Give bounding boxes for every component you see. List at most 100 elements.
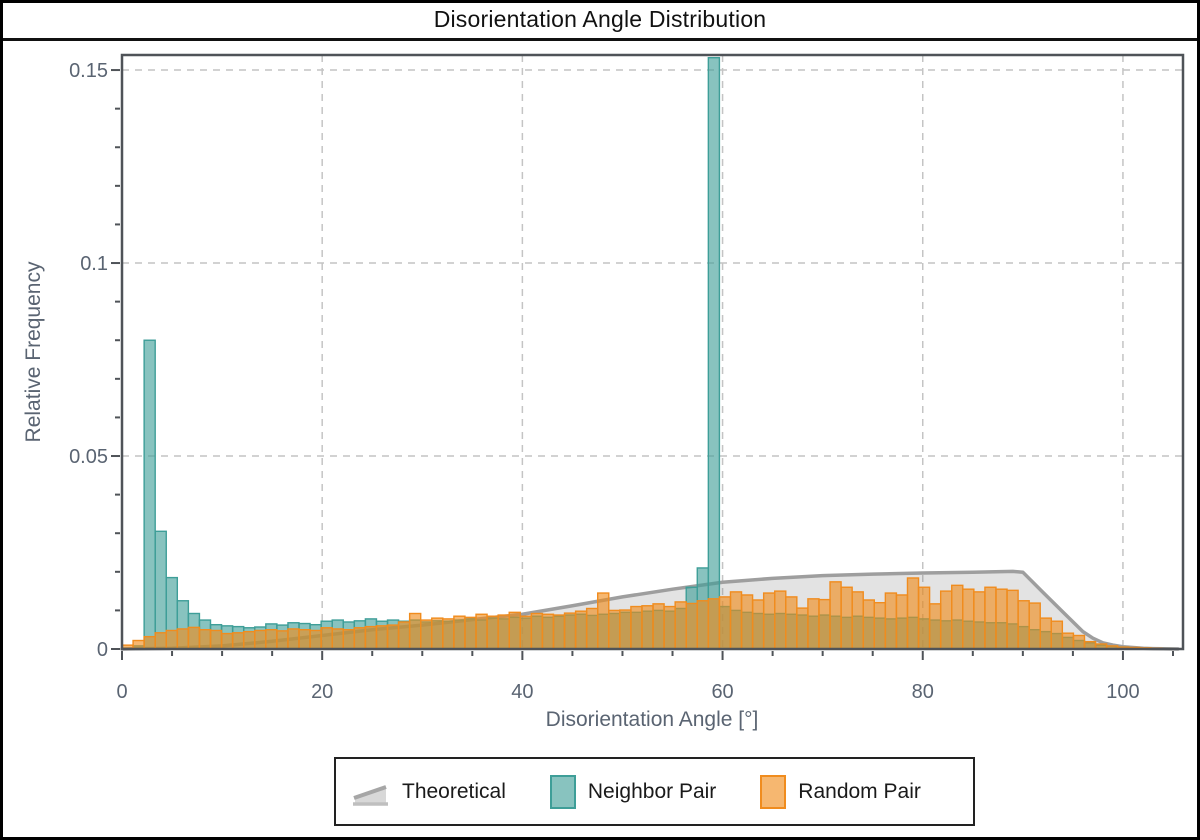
histogram-bar bbox=[298, 629, 311, 650]
axes-group bbox=[111, 53, 1185, 660]
chart-title: Disorientation Angle Distribution bbox=[433, 5, 767, 32]
histogram-bar bbox=[143, 635, 156, 650]
legend-entry-random-pair: Random Pair bbox=[760, 774, 921, 809]
histogram-bar bbox=[552, 614, 566, 650]
histogram-bar bbox=[265, 629, 278, 650]
histogram-bar bbox=[453, 615, 466, 650]
histogram-bar bbox=[962, 588, 975, 650]
histogram-bar bbox=[895, 594, 909, 650]
x-axis-title: Disorientation Angle [°] bbox=[546, 708, 759, 731]
histogram-bar bbox=[331, 628, 344, 650]
histogram-bar bbox=[851, 591, 864, 650]
histogram-bar bbox=[209, 629, 223, 650]
histogram-bar bbox=[198, 629, 212, 650]
x-tick-label: 100 bbox=[1106, 681, 1139, 703]
histogram-bar bbox=[984, 586, 997, 650]
histogram-bar bbox=[231, 632, 245, 650]
histogram-bar bbox=[884, 592, 898, 650]
histogram-bar bbox=[619, 609, 632, 650]
histogram-bar bbox=[762, 592, 776, 650]
histogram-bar bbox=[408, 612, 422, 650]
histogram-bar bbox=[276, 630, 289, 650]
y-tick-label: 0.1 bbox=[80, 253, 108, 275]
histogram-bar bbox=[563, 612, 577, 650]
x-tick-label: 40 bbox=[511, 681, 533, 703]
histogram-bar bbox=[154, 530, 167, 650]
histogram-bar bbox=[696, 600, 710, 650]
histogram-bar bbox=[132, 639, 145, 650]
x-tick-label: 20 bbox=[311, 681, 333, 703]
histogram-bar bbox=[785, 596, 798, 650]
y-axis-title: Relative Frequency bbox=[22, 261, 45, 442]
legend-entry-neighbor-pair: Neighbor Pair bbox=[549, 774, 716, 809]
histogram-bar bbox=[375, 625, 389, 650]
histogram-bar bbox=[165, 629, 179, 650]
histogram-bar bbox=[442, 618, 455, 650]
histogram-bar bbox=[431, 617, 444, 650]
histogram-bar bbox=[220, 632, 234, 650]
histogram-bar bbox=[497, 614, 510, 650]
histogram-bar bbox=[1006, 589, 1019, 650]
histogram-bar bbox=[774, 590, 787, 650]
title-band: Disorientation Angle Distribution bbox=[0, 0, 1200, 41]
histogram-bar bbox=[254, 629, 267, 650]
histogram-bar bbox=[807, 598, 820, 650]
histogram-bar bbox=[574, 610, 588, 650]
histogram-bar bbox=[541, 613, 555, 650]
histogram-bar bbox=[718, 596, 732, 650]
legend-label-random-pair: Random Pair bbox=[798, 779, 921, 803]
y-tick-label: 0 bbox=[97, 639, 108, 661]
histogram-bar bbox=[1061, 632, 1075, 650]
plot-box-spine bbox=[120, 53, 1185, 651]
gridlines-group bbox=[122, 55, 1183, 649]
histogram-bar bbox=[1017, 600, 1030, 650]
histogram-bar bbox=[663, 605, 676, 650]
histogram-bar bbox=[917, 586, 931, 650]
histogram-bar bbox=[364, 625, 378, 650]
histogram-bar bbox=[707, 57, 721, 650]
histogram-bar bbox=[597, 592, 610, 650]
y-tick-label: 0.15 bbox=[69, 60, 108, 82]
histogram-bar bbox=[530, 612, 544, 650]
histogram-bar bbox=[475, 613, 488, 650]
histogram-bar bbox=[342, 629, 356, 650]
histogram-bar bbox=[143, 339, 156, 650]
x-tick-label: 60 bbox=[711, 681, 733, 703]
histogram-bar bbox=[751, 599, 765, 650]
x-tick-label: 80 bbox=[912, 681, 934, 703]
histogram-bar bbox=[973, 591, 986, 650]
histogram-bar bbox=[641, 605, 654, 650]
histogram-bar bbox=[176, 628, 190, 650]
histogram-bar bbox=[630, 605, 643, 650]
theoretical-wedge-icon bbox=[353, 784, 388, 806]
y-tick-label: 0.05 bbox=[69, 446, 108, 468]
histogram-bar bbox=[740, 594, 754, 650]
histogram-bar bbox=[386, 624, 400, 650]
histogram-bar bbox=[585, 607, 599, 650]
legend-label-theoretical: Theoretical bbox=[402, 779, 506, 803]
histogram-bar bbox=[951, 584, 964, 650]
histogram-bar bbox=[906, 577, 920, 650]
histogram-bar bbox=[840, 586, 853, 650]
histogram-bar bbox=[862, 599, 875, 650]
histogram-bar bbox=[464, 616, 477, 650]
histogram-bar bbox=[796, 607, 809, 650]
histogram-bar bbox=[818, 598, 831, 650]
legend: Theoretical Neighbor Pair Random Pair bbox=[334, 757, 975, 826]
histogram-bar bbox=[287, 628, 300, 650]
histogram-bar bbox=[353, 627, 367, 650]
histogram-bar bbox=[873, 601, 887, 650]
histogram-bar bbox=[187, 626, 201, 650]
histogram-bar bbox=[320, 627, 333, 650]
histogram-bar bbox=[995, 588, 1008, 650]
histogram-bar bbox=[508, 611, 521, 650]
histogram-bar bbox=[397, 621, 411, 650]
legend-entry-theoretical: Theoretical bbox=[352, 775, 506, 809]
histogram-bar bbox=[1050, 620, 1064, 650]
histogram-bar bbox=[1039, 617, 1052, 650]
histogram-bar bbox=[707, 598, 721, 650]
histogram-bar bbox=[1072, 634, 1086, 650]
tick-labels-group: 0 20 40 60 80 100 0 0.05 0.1 0.15 bbox=[69, 60, 1140, 703]
histogram-bar bbox=[829, 581, 842, 650]
